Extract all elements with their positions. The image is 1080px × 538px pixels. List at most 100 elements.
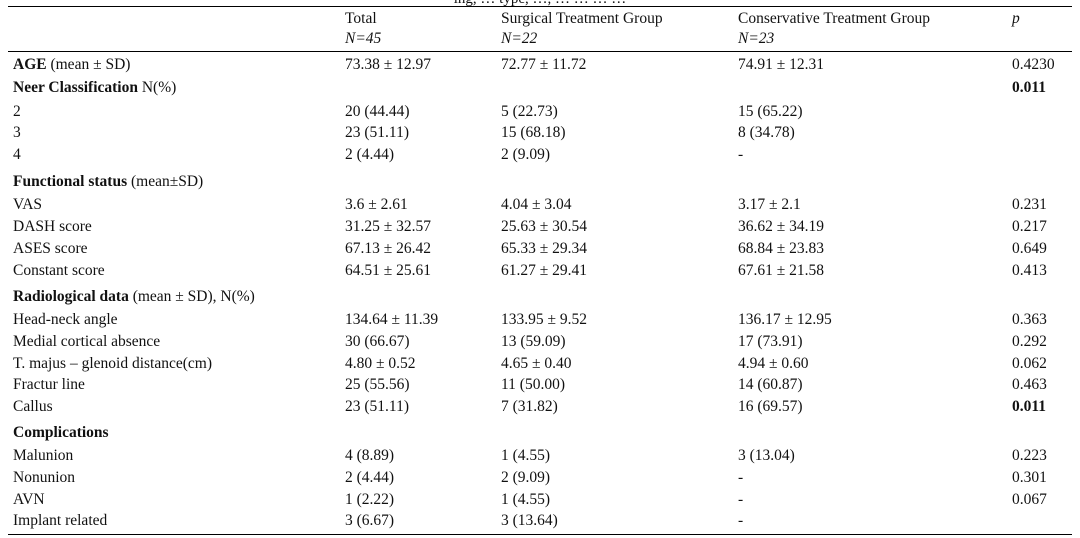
cell-p: 0.363	[1012, 311, 1047, 328]
cell-p: 0.4230	[1012, 56, 1055, 73]
row-label-text: ASES score	[13, 240, 88, 257]
row-label-bold: Functional status	[13, 173, 128, 190]
cell-surgical: 3 (13.64)	[501, 512, 558, 529]
row-label: Nonunion	[13, 469, 75, 487]
row-label: AVN	[13, 491, 45, 509]
cell-total: 30 (66.67)	[345, 333, 410, 350]
table-caption: ing, … type, …, … … … …	[0, 0, 1080, 8]
top-rule	[8, 6, 1072, 7]
row-label: 4	[13, 146, 21, 164]
cell-conservative: 36.62 ± 34.19	[738, 218, 825, 235]
cell-surgical: 65.33 ± 29.34	[501, 240, 588, 257]
row-label-text: AVN	[13, 491, 45, 508]
row-label: Implant related	[13, 512, 107, 530]
cell-p: 0.062	[1012, 355, 1047, 372]
cell-total: 134.64 ± 11.39	[345, 311, 439, 328]
header-surgical-n: N=22	[501, 30, 538, 47]
row-label: Head-neck angle	[13, 311, 118, 329]
cell-conservative: 3 (13.04)	[738, 447, 795, 464]
row-label-text: Medial cortical absence	[13, 333, 161, 350]
row-label: Radiological data (mean ± SD), N(%)	[13, 288, 255, 306]
header-total-n: N=45	[345, 30, 382, 47]
row-label-text: Nonunion	[13, 469, 75, 486]
cell-surgical: 72.77 ± 11.72	[501, 56, 587, 73]
cell-p: 0.011	[1012, 398, 1047, 415]
row-label-text: Fractur line	[13, 376, 85, 393]
header-conservative: Conservative Treatment Group	[738, 10, 931, 27]
row-label: 2	[13, 103, 21, 121]
bottom-rule	[8, 534, 1072, 535]
cell-conservative: 8 (34.78)	[738, 124, 795, 141]
cell-total: 1 (2.22)	[345, 491, 395, 508]
cell-total: 31.25 ± 32.57	[345, 218, 432, 235]
cell-surgical: 61.27 ± 29.41	[501, 262, 588, 279]
cell-surgical: 15 (68.18)	[501, 124, 566, 141]
cell-total: 23 (51.11)	[345, 124, 409, 141]
cell-p: 0.301	[1012, 469, 1047, 486]
row-label-text: VAS	[13, 196, 43, 213]
cell-conservative: -	[738, 469, 744, 486]
cell-p: 0.223	[1012, 447, 1047, 464]
header-surgical: Surgical Treatment Group	[501, 10, 663, 27]
row-label-bold: Neer Classification	[13, 79, 138, 96]
cell-conservative: 74.91 ± 12.31	[738, 56, 825, 73]
cell-total: 2 (4.44)	[345, 469, 395, 486]
row-label: AGE (mean ± SD)	[13, 56, 130, 74]
cell-surgical: 2 (9.09)	[501, 469, 551, 486]
header-total: Total	[345, 10, 377, 27]
cell-total: 4.80 ± 0.52	[345, 355, 416, 372]
cell-total: 3 (6.67)	[345, 512, 395, 529]
header-rule	[8, 51, 1072, 52]
cell-conservative: 67.61 ± 21.58	[738, 262, 825, 279]
header-conservative-n: N=23	[738, 30, 775, 47]
cell-conservative: 15 (65.22)	[738, 103, 803, 120]
cell-conservative: 16 (69.57)	[738, 398, 803, 415]
cell-total: 4 (8.89)	[345, 447, 395, 464]
row-label-text: Callus	[13, 398, 53, 415]
cell-total: 25 (55.56)	[345, 376, 410, 393]
row-label: 3	[13, 124, 21, 142]
cell-total: 3.6 ± 2.61	[345, 196, 408, 213]
row-label: Malunion	[13, 447, 73, 465]
cell-conservative: -	[738, 512, 744, 529]
cell-surgical: 4.65 ± 0.40	[501, 355, 572, 372]
cell-surgical: 133.95 ± 9.52	[501, 311, 588, 328]
row-label-text: 2	[13, 103, 21, 120]
cell-surgical: 1 (4.55)	[501, 447, 551, 464]
row-label-bold: Radiological data	[13, 288, 129, 305]
row-label-text: 3	[13, 124, 21, 141]
row-label-bold: AGE	[13, 56, 47, 73]
row-label: Functional status (mean±SD)	[13, 173, 203, 191]
cell-surgical: 4.04 ± 3.04	[501, 196, 572, 213]
cell-total: 2 (4.44)	[345, 146, 395, 163]
cell-p: 0.292	[1012, 333, 1047, 350]
cell-surgical: 11 (50.00)	[501, 376, 565, 393]
cell-conservative: 4.94 ± 0.60	[738, 355, 809, 372]
row-label: Neer Classification N(%)	[13, 79, 176, 97]
cell-conservative: 68.84 ± 23.83	[738, 240, 825, 257]
cell-conservative: 17 (73.91)	[738, 333, 803, 350]
row-label-text: (mean ± SD), N(%)	[128, 288, 255, 305]
row-label-bold: Complications	[13, 424, 109, 441]
row-label: ASES score	[13, 240, 87, 258]
row-label-text: Implant related	[13, 512, 108, 529]
cell-conservative: 3.17 ± 2.1	[738, 196, 801, 213]
cell-surgical: 13 (59.09)	[501, 333, 566, 350]
cell-total: 20 (44.44)	[345, 103, 410, 120]
cell-conservative: 136.17 ± 12.95	[738, 311, 832, 328]
header-p: p	[1012, 10, 1020, 27]
cell-p: 0.011	[1012, 79, 1047, 96]
row-label-text: (mean±SD)	[127, 173, 204, 190]
row-label: T. majus – glenoid distance(cm)	[13, 355, 212, 373]
row-label: Constant score	[13, 262, 105, 280]
cell-surgical: 5 (22.73)	[501, 103, 558, 120]
row-label: DASH score	[13, 218, 92, 236]
row-label: Medial cortical absence	[13, 333, 160, 351]
cell-total: 67.13 ± 26.42	[345, 240, 432, 257]
row-label-text: N(%)	[137, 79, 177, 96]
row-label-text: (mean ± SD)	[46, 56, 131, 73]
cell-conservative: -	[738, 146, 744, 163]
row-label-text: Head-neck angle	[13, 311, 118, 328]
row-label: Fractur line	[13, 376, 85, 394]
cell-surgical: 7 (31.82)	[501, 398, 558, 415]
